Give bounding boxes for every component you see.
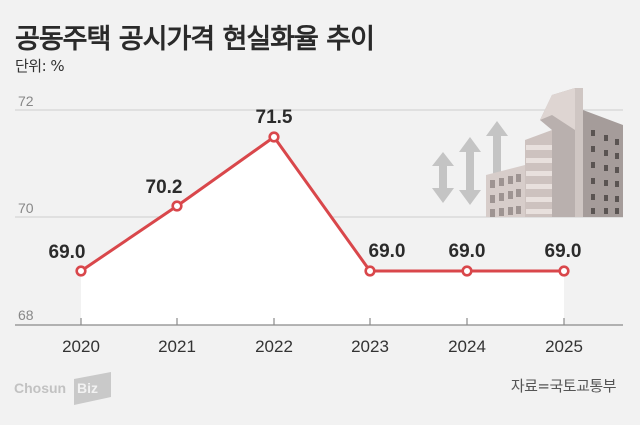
data-point-2021 (171, 200, 183, 212)
data-point-2022 (268, 131, 280, 143)
data-line (80, 135, 564, 273)
logo-text: Chosun (14, 380, 66, 396)
x-axis-ticks (80, 318, 565, 325)
area-fill (81, 137, 564, 325)
ytick-70: 70 (18, 200, 34, 216)
xtick-2021: 2021 (158, 337, 196, 356)
value-label-2025: 69.0 (545, 241, 582, 262)
xtick-2020: 2020 (62, 337, 100, 356)
chosunbiz-logo: Chosun Biz (14, 372, 111, 405)
source-label: 자료=국토교통부 (510, 377, 617, 395)
xtick-2024: 2024 (448, 337, 486, 356)
building-illustration-icon (432, 88, 623, 217)
value-label-2022: 71.5 (256, 107, 293, 128)
ytick-68: 68 (18, 307, 34, 323)
unit-label: 단위: % (15, 57, 65, 75)
value-label-2021: 70.2 (146, 177, 183, 198)
data-point-2024 (461, 265, 473, 277)
data-point-2023 (364, 265, 376, 277)
xtick-2022: 2022 (255, 337, 293, 356)
ytick-72: 72 (18, 93, 34, 109)
value-label-2024: 69.0 (449, 241, 486, 262)
chart-title: 공동주택 공시가격 현실화율 추이 (15, 24, 375, 55)
xtick-2023: 2023 (351, 337, 389, 356)
value-label-2023: 69.0 (369, 241, 406, 262)
value-label-2020: 69.0 (49, 242, 86, 263)
data-point-2020 (75, 265, 87, 277)
xtick-2025: 2025 (545, 337, 583, 356)
logo-accent-text: Biz (77, 380, 98, 396)
data-point-2025 (558, 265, 570, 277)
